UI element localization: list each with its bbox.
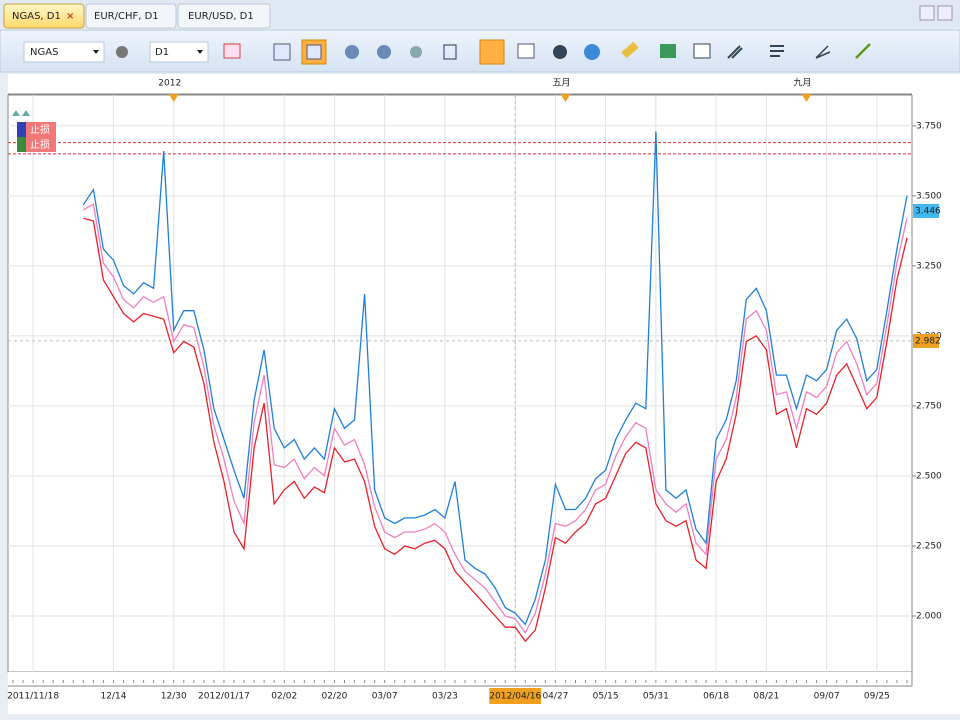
- y-tick-label: 3.250: [916, 261, 942, 271]
- stop-label-tag: [17, 137, 26, 152]
- stop-label-bg: [17, 122, 56, 137]
- tool-icon[interactable]: [727, 45, 743, 59]
- tool-icon[interactable]: [517, 43, 535, 59]
- x-tick-label: 12/14: [100, 692, 126, 702]
- dropdown-arrow: [93, 50, 99, 54]
- price-line: [82, 203, 908, 635]
- tool-icon[interactable]: [273, 43, 291, 61]
- period-marker: [801, 94, 812, 102]
- symbol-select[interactable]: [23, 41, 105, 63]
- top-axis-label: 五月: [552, 78, 570, 89]
- y-tick-label: 2.250: [916, 541, 942, 551]
- x-tick-label: 12/30: [161, 692, 187, 702]
- tool-icon[interactable]: [553, 45, 567, 59]
- price-line: [83, 217, 908, 643]
- tool-icon[interactable]: [306, 44, 322, 60]
- close-button[interactable]: [937, 5, 953, 21]
- time-axis: [8, 672, 912, 714]
- y-tick-label: 2.500: [916, 471, 942, 481]
- y-tick-label: 3.500: [916, 191, 942, 201]
- current-price-label: 3.446: [915, 206, 941, 216]
- y-tick-label: 2.750: [916, 401, 942, 411]
- x-tick-label: 03/23: [432, 692, 458, 702]
- x-tick-label: 02/20: [321, 692, 347, 702]
- tool-icon[interactable]: [660, 44, 676, 58]
- toolbar-icons: [223, 39, 871, 65]
- tool-icon[interactable]: [621, 41, 639, 59]
- restore-button[interactable]: [919, 5, 935, 21]
- cursor-price-label: 2.982: [915, 336, 941, 346]
- cursor-price-box: [913, 333, 939, 348]
- tool-icon[interactable]: [693, 43, 711, 59]
- tab[interactable]: [177, 3, 271, 29]
- top-axis: [8, 74, 912, 94]
- x-tick-label: 05/31: [643, 692, 669, 702]
- stop-label: 止损: [30, 123, 50, 136]
- x-tick-label: 2011/11/18: [7, 692, 59, 702]
- x-tick-label: 08/21: [753, 692, 779, 702]
- period-select[interactable]: [149, 41, 209, 63]
- top-axis-label: 九月: [794, 78, 812, 89]
- price-axis: [912, 74, 960, 714]
- price-line: [82, 131, 908, 626]
- tab-label: NGAS, D1: [12, 11, 61, 22]
- tool-icon[interactable]: [855, 43, 871, 59]
- tool-icon[interactable]: [770, 45, 784, 57]
- tab[interactable]: [85, 3, 177, 29]
- tool-icon[interactable]: [223, 43, 241, 59]
- period-marker: [168, 94, 179, 102]
- tool-icon[interactable]: [815, 45, 831, 59]
- dropdown-arrow: [197, 50, 203, 54]
- y-tick-label: 2.000: [916, 611, 942, 621]
- stop-label-bg: [17, 137, 56, 152]
- stop-label: 止损: [30, 138, 50, 151]
- tool-icon[interactable]: [584, 44, 600, 60]
- tab-label: EUR/USD, D1: [188, 11, 254, 22]
- top-axis-label: 2012: [158, 79, 181, 89]
- period-label: D1: [155, 47, 169, 58]
- stop-label-tag: [17, 122, 26, 137]
- tab-label: EUR/CHF, D1: [94, 11, 159, 22]
- period-marker: [560, 94, 571, 102]
- tool-icon[interactable]: [345, 45, 359, 59]
- current-price-box: [913, 203, 939, 218]
- x-tick-label: 02/02: [271, 692, 297, 702]
- tool-icon[interactable]: [116, 46, 128, 58]
- x-tick-label: 04/27: [542, 692, 568, 702]
- highlight-box: [489, 688, 542, 704]
- x-tick-label: 2012/04/16: [489, 692, 541, 702]
- x-tick-label: 09/25: [864, 692, 890, 702]
- x-tick-label: 09/07: [814, 692, 840, 702]
- tool-icon[interactable]: [301, 39, 327, 65]
- tool-icon[interactable]: [479, 39, 505, 65]
- tool-icon[interactable]: [410, 46, 422, 58]
- x-tick-label: 06/18: [703, 692, 729, 702]
- x-tick-label: 2012/01/17: [198, 692, 250, 702]
- x-tick-label: 03/07: [372, 692, 398, 702]
- x-tick-label: 05/15: [593, 692, 619, 702]
- y-tick-label: 3.750: [916, 121, 942, 131]
- tab[interactable]: [3, 3, 85, 29]
- symbol-label: NGAS: [30, 47, 58, 58]
- close-icon[interactable]: ×: [66, 11, 74, 22]
- indicator-icons: [12, 110, 30, 116]
- plot-area: [7, 94, 913, 673]
- tool-icon[interactable]: [443, 44, 457, 60]
- tool-icon[interactable]: [377, 45, 391, 59]
